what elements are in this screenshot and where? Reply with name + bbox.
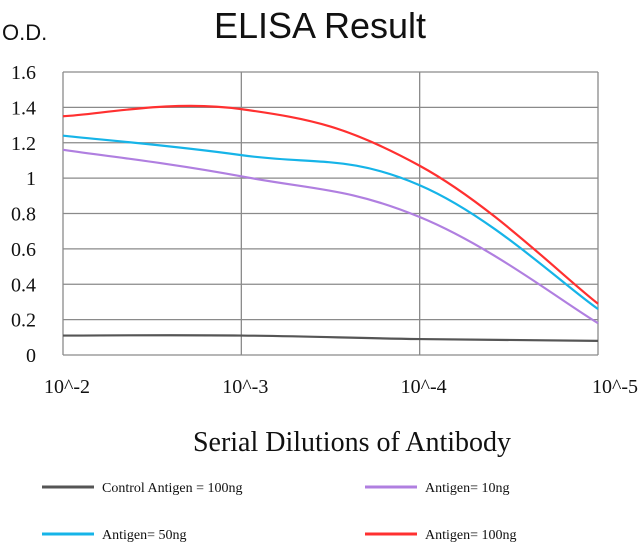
series-lines — [62, 104, 599, 342]
x-tick-label: 10^-4 — [401, 376, 447, 398]
x-tick-label: 10^-2 — [44, 376, 90, 398]
chart-title: ELISA Result — [214, 5, 426, 46]
legend-label: Control Antigen = 100ng — [102, 481, 243, 496]
y-tick-labels: 0 0.2 0.4 0.6 0.8 1 1.2 1.4 1.6 — [11, 62, 36, 367]
legend-label: Antigen= 50ng — [102, 528, 187, 543]
y-tick-label: 0.4 — [11, 274, 36, 296]
series-line-2 — [62, 148, 599, 325]
legend-label: Antigen= 10ng — [425, 481, 510, 496]
grid — [62, 71, 599, 356]
x-axis-label: Serial Dilutions of Antibody — [193, 427, 511, 458]
x-tick-label: 10^-5 — [592, 376, 638, 398]
y-tick-label: 0 — [26, 345, 36, 367]
y-tick-label: 1 — [26, 168, 36, 190]
y-tick-label: 0.8 — [11, 204, 36, 226]
legend-label: Antigen= 100ng — [425, 528, 517, 543]
y-tick-label: 1.4 — [11, 97, 36, 119]
legend: Control Antigen = 100ng Antigen= 10ng Anti… — [42, 481, 517, 543]
y-tick-label: 0.2 — [11, 310, 36, 332]
y-axis-label: O.D. — [2, 20, 47, 45]
x-tick-labels: 10^-2 10^-3 10^-4 10^-5 — [44, 376, 638, 398]
y-tick-label: 0.6 — [11, 239, 36, 261]
series-line-1 — [62, 334, 599, 342]
series-line-3 — [62, 134, 599, 310]
y-tick-label: 1.6 — [11, 62, 36, 84]
y-tick-label: 1.2 — [11, 133, 36, 155]
series-line-4 — [62, 104, 599, 305]
x-tick-label: 10^-3 — [222, 376, 268, 398]
